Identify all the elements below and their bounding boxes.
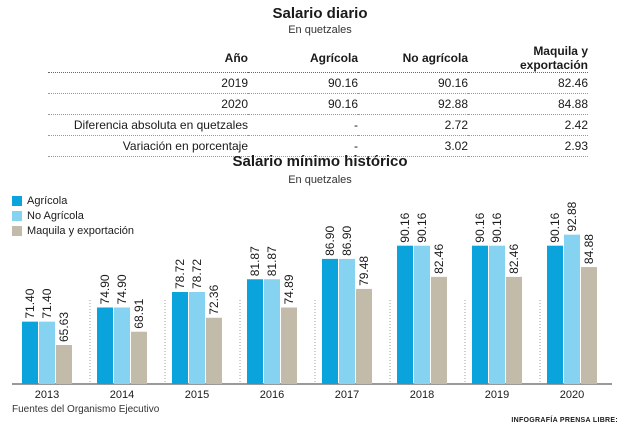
bar [131, 331, 147, 384]
data-label: 90.16 [398, 212, 412, 242]
x-tick-label: 2020 [560, 389, 584, 401]
x-tick-label: 2013 [35, 389, 59, 401]
table-cell: - [248, 114, 358, 136]
bar [506, 276, 522, 384]
x-tick-label: 2015 [185, 389, 209, 401]
table-header: Agrícola [248, 44, 358, 73]
data-label: 71.40 [23, 288, 37, 318]
bar [472, 245, 488, 384]
table-cell: 2019 [48, 72, 248, 94]
data-label: 90.16 [415, 212, 429, 242]
bar [564, 234, 580, 384]
bar [56, 345, 72, 384]
data-label: 68.91 [132, 298, 146, 328]
table-cell: 92.88 [358, 93, 468, 115]
chart-subtitle: En quetzales [288, 174, 352, 186]
bar [431, 276, 447, 384]
table-cell: - [248, 135, 358, 157]
data-label: 84.88 [582, 234, 596, 264]
salary-table: Año Agrícola No agrícola Maquila y expor… [48, 44, 588, 157]
data-label: 71.40 [40, 288, 54, 318]
table-header: Maquila y exportación [468, 44, 588, 73]
table-cell: 2.72 [358, 114, 468, 136]
legend-swatch [12, 225, 22, 236]
data-label: 82.46 [507, 244, 521, 274]
bar [397, 245, 413, 384]
legend-swatch [12, 210, 22, 221]
legend-swatch [12, 195, 22, 206]
chart-legend: Agrícola No Agrícola Maquila y exportaci… [12, 193, 134, 238]
bar [189, 292, 205, 384]
data-label: 65.63 [57, 312, 71, 342]
legend-label: No Agrícola [27, 209, 84, 222]
bar [322, 258, 338, 384]
bar [114, 307, 130, 384]
legend-item: No Agrícola [12, 208, 134, 223]
data-label: 90.16 [473, 212, 487, 242]
x-tick-label: 2017 [335, 389, 359, 401]
legend-label: Agrícola [27, 194, 68, 207]
data-label: 78.72 [190, 259, 204, 289]
bar [206, 317, 222, 384]
table-cell: 3.02 [358, 135, 468, 157]
source-note: Fuentes del Organismo Ejecutivo [12, 404, 160, 415]
bar [97, 307, 113, 384]
data-label: 74.90 [115, 274, 129, 304]
table-cell: 90.16 [358, 72, 468, 94]
data-label: 82.46 [432, 244, 446, 274]
bar [547, 245, 563, 384]
table-cell: 90.16 [248, 93, 358, 115]
bar [339, 258, 355, 384]
data-label: 72.36 [207, 284, 221, 314]
bar [264, 279, 280, 384]
data-label: 86.90 [323, 226, 337, 256]
table-row: Variación en porcentaje - 3.02 2.93 [48, 135, 588, 157]
data-label: 92.88 [565, 201, 579, 231]
bar [489, 245, 505, 384]
bar [581, 267, 597, 384]
chart-title: Salario mínimo histórico [232, 153, 408, 170]
bar [247, 279, 263, 384]
table-cell: Diferencia absoluta en quetzales [48, 114, 248, 136]
data-label: 74.90 [98, 274, 112, 304]
bar [172, 292, 188, 384]
table-header: No agrícola [358, 44, 468, 73]
table-cell: 2020 [48, 93, 248, 115]
data-label: 81.87 [265, 246, 279, 276]
x-tick-label: 2014 [110, 389, 134, 401]
x-tick-label: 2018 [410, 389, 434, 401]
data-label: 81.87 [248, 246, 262, 276]
data-label: 79.48 [357, 256, 371, 286]
table-row: 2019 90.16 90.16 82.46 [48, 72, 588, 94]
data-label: 78.72 [173, 259, 187, 289]
table-row: 2020 90.16 92.88 84.88 [48, 93, 588, 115]
table-subtitle: En quetzales [288, 24, 352, 36]
table-cell: 84.88 [468, 93, 588, 115]
legend-item: Maquila y exportación [12, 223, 134, 238]
bar [281, 307, 297, 384]
table-header: Año [48, 44, 248, 73]
data-label: 90.16 [548, 212, 562, 242]
credit-label: INFOGRAFÍA PRENSA LIBRE: [511, 417, 618, 424]
table-cell: 82.46 [468, 72, 588, 94]
legend-label: Maquila y exportación [27, 224, 135, 237]
x-tick-label: 2016 [260, 389, 284, 401]
table-cell: 2.42 [468, 114, 588, 136]
table-header-row: Año Agrícola No agrícola Maquila y expor… [48, 44, 588, 73]
data-label: 74.89 [282, 274, 296, 304]
bar [356, 288, 372, 384]
data-label: 86.90 [340, 226, 354, 256]
x-tick-label: 2019 [485, 389, 509, 401]
bar [22, 321, 38, 384]
legend-item: Agrícola [12, 193, 134, 208]
table-cell: 2.93 [468, 135, 588, 157]
table-cell: 90.16 [248, 72, 358, 94]
bar [39, 321, 55, 384]
data-label: 90.16 [490, 212, 504, 242]
table-title: Salario diario [272, 5, 368, 22]
bar [414, 245, 430, 384]
table-cell: Variación en porcentaje [48, 135, 248, 157]
table-row: Diferencia absoluta en quetzales - 2.72 … [48, 114, 588, 136]
